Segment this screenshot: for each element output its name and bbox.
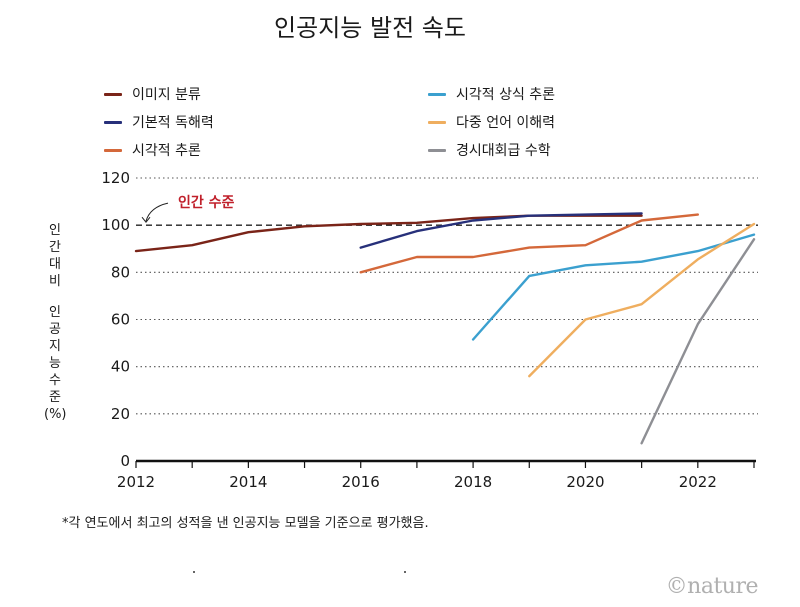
legend-label: 시각적 추론 bbox=[132, 143, 201, 159]
legend-item-reading-comprehension: 기본적 독해력 bbox=[104, 112, 214, 132]
y-axis-label-char: 능 bbox=[49, 356, 61, 371]
nature-watermark: ©nature bbox=[665, 574, 759, 599]
legend-item-competition-math: 경시대회급 수학 bbox=[428, 140, 551, 160]
y-axis-label-char: 대 bbox=[49, 257, 61, 272]
y-tick-label: 100 bbox=[101, 216, 130, 234]
x-tick-label: 2022 bbox=[679, 473, 717, 491]
y-tick-label: 20 bbox=[111, 405, 130, 423]
y-axis-label-char: 공 bbox=[49, 322, 61, 337]
separator-dot bbox=[193, 571, 195, 573]
legend-swatch bbox=[428, 148, 446, 152]
y-tick-label: 40 bbox=[111, 358, 130, 376]
legend-label: 다중 언어 이해력 bbox=[456, 115, 556, 131]
gridlines bbox=[136, 177, 758, 415]
separator-dot bbox=[404, 571, 406, 573]
series-line-3 bbox=[359, 213, 699, 274]
y-tick-label: 120 bbox=[101, 169, 130, 187]
legend-item-visual-reasoning: 시각적 추론 bbox=[104, 140, 201, 160]
y-tick-label: 80 bbox=[111, 263, 130, 281]
legend-swatch bbox=[428, 120, 446, 124]
human-level-label: 인간 수준 bbox=[178, 194, 235, 211]
y-axis-label-char: 수 bbox=[49, 373, 61, 388]
y-axis-label-char: 비 bbox=[49, 274, 61, 289]
chart-title: 인공지능 발전 속도 bbox=[274, 14, 466, 42]
human-level-arrowhead bbox=[141, 216, 151, 223]
legend-item-visual-commonsense: 시각적 상식 추론 bbox=[428, 84, 555, 104]
y-axis-label-char: 인 bbox=[49, 305, 61, 320]
legend-swatch bbox=[104, 92, 122, 96]
y-axis-label-char: 지 bbox=[49, 339, 61, 354]
y-axis-label-unit: (%) bbox=[44, 407, 67, 422]
legend-swatch bbox=[104, 148, 122, 152]
series-line-6 bbox=[640, 238, 756, 445]
y-axis-label-char: 인 bbox=[49, 223, 61, 238]
y-axis-label-char: 준 bbox=[49, 390, 61, 405]
y-tick-labels: 0 20 40 60 80 100 120 bbox=[101, 169, 130, 470]
human-level-pointer bbox=[145, 202, 169, 222]
x-tick-label: 2018 bbox=[454, 473, 492, 491]
legend-label: 기본적 독해력 bbox=[132, 115, 214, 131]
chart-area: 0 20 40 60 80 100 120 2012 2014 2016 2018 2020 2022… bbox=[101, 169, 758, 491]
x-tick-label: 2016 bbox=[342, 473, 380, 491]
y-tick-label: 0 bbox=[120, 452, 130, 470]
x-tick-label: 2012 bbox=[117, 473, 155, 491]
x-tick-label: 2020 bbox=[566, 473, 604, 491]
legend-item-image-classification: 이미지 분류 bbox=[104, 84, 201, 104]
x-tick-label: 2014 bbox=[229, 473, 267, 491]
legend-label: 이미지 분류 bbox=[132, 87, 201, 103]
legend-label: 시각적 상식 추론 bbox=[456, 87, 556, 103]
series-line-4 bbox=[471, 233, 756, 341]
series-line-5 bbox=[528, 222, 756, 378]
legend-swatch bbox=[104, 120, 122, 124]
y-axis-label-char: 간 bbox=[49, 240, 61, 255]
series-lines bbox=[134, 212, 756, 445]
footnote: *각 연도에서 최고의 성적을 낸 인공지능 모델을 기준으로 평가했음. bbox=[62, 516, 429, 531]
legend-swatch bbox=[428, 92, 446, 96]
legend-item-multilingual: 다중 언어 이해력 bbox=[428, 112, 555, 132]
y-tick-label: 60 bbox=[111, 311, 130, 329]
legend-label: 경시대회급 수학 bbox=[456, 143, 551, 159]
x-axis: 2012 2014 2016 2018 2020 2022 bbox=[117, 459, 756, 491]
series-line-2 bbox=[359, 212, 643, 249]
